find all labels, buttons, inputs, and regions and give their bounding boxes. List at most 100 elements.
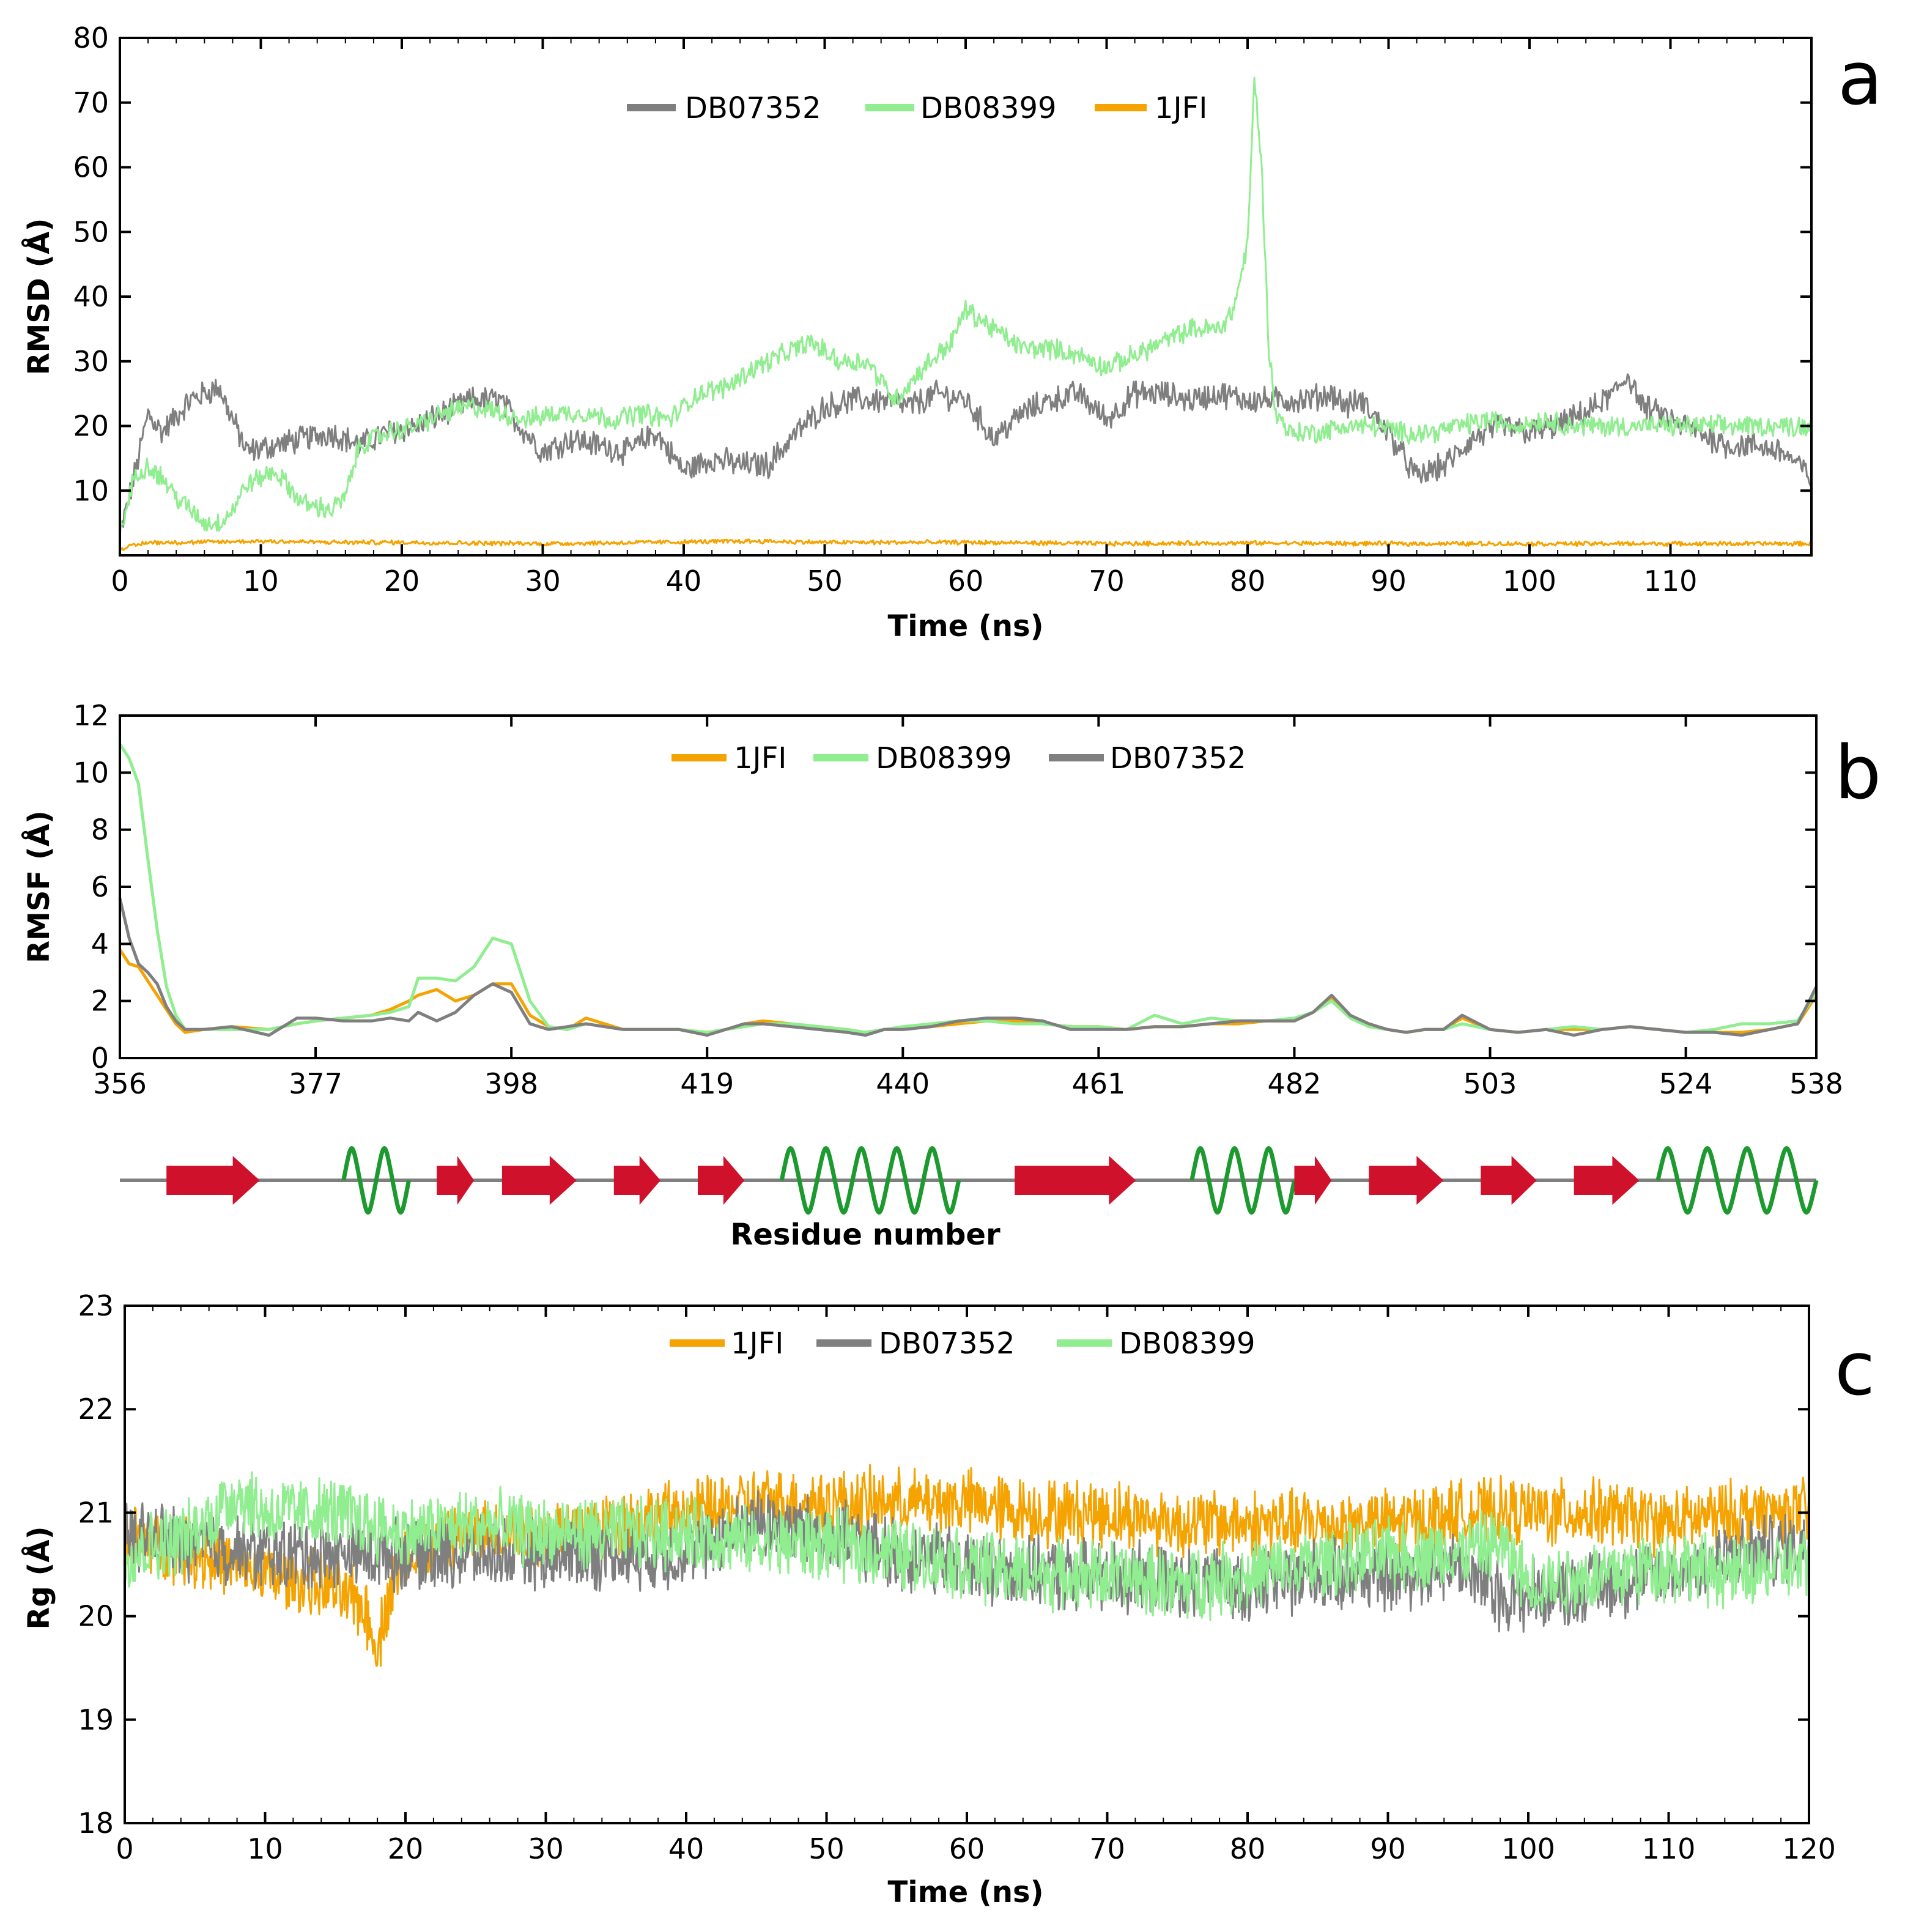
x-tick-label: 40	[666, 564, 702, 598]
y-tick-label: 50	[73, 215, 109, 248]
x-tick-label: 10	[243, 564, 279, 598]
secondary-structure-track	[120, 1146, 1819, 1215]
rg-x-axis-title: Time (ns)	[887, 1875, 1043, 1909]
x-tick-label: 20	[384, 564, 420, 598]
rg-y-axis-title: Rg (Å)	[21, 1526, 56, 1629]
x-tick-label: 110	[1644, 564, 1698, 598]
y-tick-label: 20	[78, 1600, 114, 1633]
beta-strand-arrow	[437, 1156, 475, 1205]
rmsf-legend: 1JFI DB08399 DB07352	[671, 741, 1246, 775]
x-tick-label: 50	[807, 564, 843, 598]
y-tick-label: 10	[73, 756, 109, 789]
rmsf-tick-labels: 356 377 398 419 440 461 482 503 524 538 0 2 4 6 8 10 12	[73, 699, 1843, 1100]
x-tick-label: 70	[1089, 1832, 1125, 1865]
y-tick-label: 4	[91, 927, 109, 960]
series-line-db08399	[119, 76, 1813, 539]
y-tick-label: 8	[91, 813, 109, 846]
rmsd-x-axis-title: Time (ns)	[887, 609, 1043, 643]
x-tick-label: 100	[1503, 564, 1556, 598]
series-line-db08399	[118, 743, 1818, 1034]
legend-label-1jfi-c: 1JFI	[731, 1327, 783, 1361]
x-tick-label: 398	[484, 1067, 538, 1100]
rmsd-frame	[119, 37, 1813, 557]
x-tick-label: 524	[1659, 1067, 1713, 1100]
rmsf-x-axis-title: Residue number	[730, 1218, 1001, 1252]
beta-strand-arrow	[1481, 1156, 1537, 1205]
x-tick-label: 110	[1642, 1832, 1696, 1865]
legend-label-db08399-b: DB08399	[876, 741, 1012, 775]
y-tick-label: 80	[73, 21, 109, 54]
x-tick-label: 90	[1370, 564, 1407, 598]
x-tick-label: 50	[808, 1832, 845, 1865]
alpha-helix-coil	[779, 1146, 961, 1215]
panel-c: 0 10 20 30 40 50 60 70 80 90 100 110 120 18 19 20 21 22 23…	[21, 1289, 1875, 1909]
series-line-db07352	[119, 373, 1813, 534]
rmsd-y-axis-title: RMSD (Å)	[21, 218, 56, 376]
y-tick-label: 60	[73, 151, 109, 184]
x-tick-label: 90	[1370, 1832, 1406, 1865]
beta-strand-arrow	[501, 1156, 577, 1205]
x-tick-label: 377	[289, 1067, 342, 1100]
y-tick-label: 2	[91, 985, 109, 1018]
rmsf-series-group	[118, 743, 1818, 1037]
alpha-helix-coil	[1655, 1146, 1819, 1215]
legend-label-db07352-b: DB07352	[1110, 741, 1246, 775]
x-tick-label: 0	[111, 564, 128, 598]
y-tick-label: 22	[78, 1393, 114, 1426]
x-tick-label: 60	[949, 1832, 985, 1865]
legend-label-db07352-c: DB07352	[879, 1327, 1015, 1361]
rg-tick-labels: 0 10 20 30 40 50 60 70 80 90 100 110 120 18 19 20 21 22 23	[78, 1289, 1835, 1865]
beta-strand-arrow	[1294, 1156, 1332, 1205]
x-tick-label: 482	[1268, 1067, 1322, 1100]
rmsd-series-group	[119, 76, 1813, 552]
x-tick-label: 440	[876, 1067, 930, 1100]
beta-strand-arrow	[1369, 1156, 1444, 1205]
x-tick-label: 80	[1230, 564, 1266, 598]
rmsd-tick-labels: 0 10 20 30 40 50 60 70 80 90 100 110 10 20 30 40 50 60 70 8…	[73, 21, 1697, 598]
y-tick-label: 19	[78, 1703, 114, 1736]
panel-letter-b: b	[1835, 731, 1881, 816]
rmsf-y-axis-title: RMSF (Å)	[21, 810, 56, 963]
y-tick-label: 20	[73, 410, 109, 443]
y-tick-label: 10	[73, 474, 109, 507]
x-tick-label: 356	[93, 1067, 147, 1100]
beta-strand-arrow	[613, 1156, 661, 1205]
panel-letter-a: a	[1838, 37, 1883, 122]
y-tick-label: 6	[91, 870, 109, 903]
y-tick-label: 0	[91, 1042, 109, 1075]
y-tick-label: 40	[73, 280, 109, 313]
x-tick-label: 419	[680, 1067, 734, 1100]
x-tick-label: 503	[1463, 1067, 1517, 1100]
x-tick-label: 10	[247, 1832, 283, 1865]
rmsd-legend: DB07352 DB08399 1JFI	[627, 91, 1207, 125]
beta-strand-arrow	[1574, 1156, 1640, 1205]
y-tick-label: 21	[78, 1496, 114, 1529]
rg-series-group	[124, 1464, 1810, 1667]
beta-strand-arrow	[1015, 1156, 1136, 1205]
x-tick-label: 40	[668, 1832, 705, 1865]
x-tick-label: 70	[1089, 564, 1125, 598]
y-tick-label: 70	[73, 86, 109, 119]
rmsd-plot-area	[119, 37, 1813, 557]
rg-legend: 1JFI DB07352 DB08399	[670, 1327, 1256, 1361]
panel-letter-c: c	[1835, 1327, 1875, 1412]
x-tick-label: 30	[525, 564, 561, 598]
panel-a: 0 10 20 30 40 50 60 70 80 90 100 110 10 20 30 40 50 60 70 8…	[21, 21, 1883, 643]
rmsf-plot-area	[118, 714, 1818, 1059]
alpha-helix-coil	[341, 1146, 411, 1215]
x-tick-label: 20	[388, 1832, 424, 1865]
rg-frame	[124, 1305, 1810, 1824]
series-line-db08399	[124, 1471, 1810, 1621]
x-tick-label: 461	[1071, 1067, 1125, 1100]
rmsf-frame	[119, 714, 1818, 1059]
series-line-db07352	[118, 898, 1818, 1037]
x-tick-label: 80	[1230, 1832, 1266, 1865]
alpha-helix-coil	[1189, 1146, 1297, 1215]
rg-plot-area	[124, 1305, 1810, 1824]
panel-b: 356 377 398 419 440 461 482 503 524 538024681012 …	[21, 699, 1881, 1252]
y-tick-label: 30	[73, 345, 109, 378]
beta-strand-arrow	[697, 1156, 745, 1205]
x-tick-label: 538	[1789, 1067, 1843, 1100]
legend-label-1jfi-b: 1JFI	[734, 741, 786, 775]
